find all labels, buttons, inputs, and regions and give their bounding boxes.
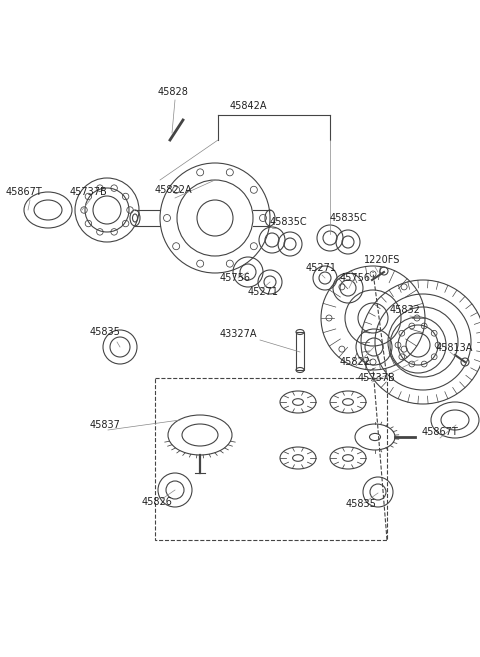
Text: 45271: 45271: [306, 263, 337, 273]
Text: 45822A: 45822A: [155, 185, 192, 195]
Text: 45813A: 45813A: [436, 343, 473, 353]
Text: 45271: 45271: [248, 287, 279, 297]
Text: 45835: 45835: [90, 327, 121, 337]
Text: 45756: 45756: [340, 273, 371, 283]
Text: 45826: 45826: [142, 497, 173, 507]
Bar: [155, 378, 387, 540]
Text: 45737B: 45737B: [70, 187, 108, 197]
Text: 45737B: 45737B: [358, 373, 396, 383]
Text: 43327A: 43327A: [220, 329, 257, 339]
Bar: [296, 332, 304, 370]
Text: 45756: 45756: [220, 273, 251, 283]
Text: 45837: 45837: [90, 420, 121, 430]
Text: 45822: 45822: [340, 357, 371, 367]
Text: 45832: 45832: [390, 305, 421, 315]
Text: 45842A: 45842A: [229, 101, 267, 111]
Text: 45835C: 45835C: [270, 217, 308, 227]
Text: 45835C: 45835C: [330, 213, 368, 223]
Text: 45867T: 45867T: [6, 187, 43, 197]
Text: 45835: 45835: [346, 499, 377, 509]
Text: 45828: 45828: [158, 87, 189, 97]
Text: 45867T: 45867T: [422, 427, 459, 437]
Text: 1220FS: 1220FS: [364, 255, 400, 265]
